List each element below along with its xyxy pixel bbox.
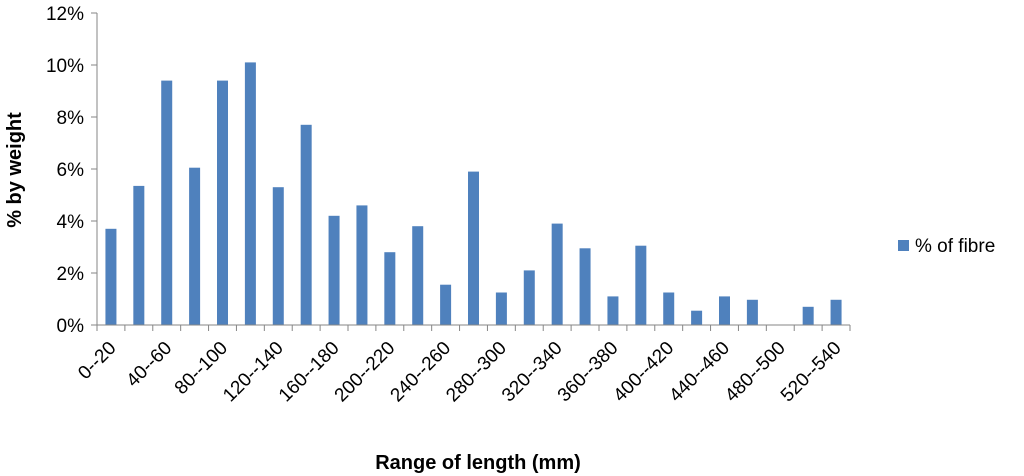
y-axis-title: % by weight [4, 112, 26, 228]
bar-440--460 [719, 296, 730, 325]
bar-360--380 [607, 296, 619, 325]
bar-520--540 [830, 299, 842, 325]
bar-40--60 [161, 80, 173, 325]
bar-60--80 [189, 167, 201, 325]
x-tick-label: 120--140 [219, 338, 288, 407]
bar-340--360 [579, 248, 591, 325]
bar-160--180 [328, 215, 340, 325]
bar-280--300 [495, 292, 507, 325]
legend-swatch [898, 240, 909, 251]
bar-180--200 [356, 205, 368, 325]
bar-240--260 [440, 284, 452, 325]
bar-260--280 [468, 171, 479, 325]
x-tick-label: 200--220 [331, 338, 400, 407]
x-tick-label: 40--60 [123, 338, 177, 392]
bar-140--160 [300, 124, 312, 325]
bar-380--400 [635, 245, 647, 325]
bar-460--480 [746, 299, 758, 325]
x-tick-label: 280--300 [442, 338, 511, 407]
x-axis: 0--20 40--6080--100120--140160--180200--2… [74, 324, 851, 407]
bar-320--340 [551, 223, 563, 325]
y-tick-label: 6% [57, 160, 85, 181]
bars-group [105, 62, 842, 326]
x-tick-label: 480--500 [721, 338, 790, 407]
y-tick-label: 8% [57, 108, 85, 129]
bar-300--320 [523, 270, 535, 325]
y-tick-label: 0% [57, 316, 85, 337]
x-tick-label: 0--20 [74, 338, 120, 384]
x-axis-title: Range of length (mm) [375, 452, 581, 474]
bar-120--140 [272, 187, 284, 325]
bar-80--100 [217, 80, 228, 325]
bar-500--520 [802, 306, 814, 325]
bar-220--240 [412, 226, 424, 325]
x-tick-label: 440--460 [665, 338, 734, 407]
x-tick-label: 240--260 [387, 338, 456, 407]
x-tick-label: 320--340 [498, 338, 567, 407]
y-tick-label: 2% [57, 264, 85, 285]
legend-label: % of fibre [915, 236, 995, 257]
bar-420--440 [691, 310, 703, 325]
legend: % of fibre [898, 236, 995, 257]
bar-20--40 [133, 185, 145, 325]
bar-100--120 [244, 62, 256, 326]
y-tick-label: 12% [46, 4, 84, 25]
y-tick-label: 10% [46, 56, 84, 77]
x-tick-label: 360--380 [554, 338, 623, 407]
x-tick-label: 400--420 [610, 338, 679, 407]
y-tick-label: 4% [57, 212, 85, 233]
x-tick-label: 160--180 [275, 338, 344, 407]
y-axis: 0% 2% 4% 6% 8% 10% 12% [46, 4, 98, 337]
bar-0--20 [105, 228, 117, 325]
x-tick-label: 520--540 [777, 338, 846, 407]
bar-200--220 [384, 252, 396, 325]
bar-400--420 [663, 292, 675, 325]
